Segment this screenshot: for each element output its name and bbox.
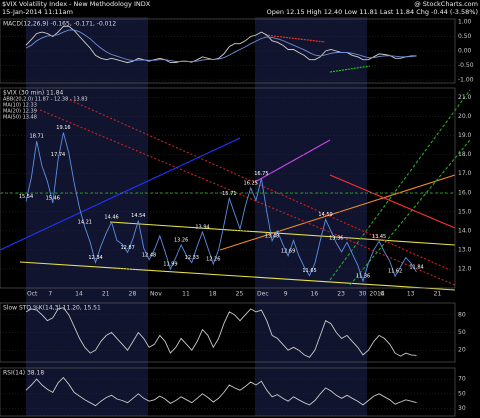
value-label: 15.71 bbox=[222, 191, 236, 197]
x-tick-label: 21 bbox=[434, 291, 442, 298]
value-label: 15.54 bbox=[19, 194, 33, 200]
y-tick-label: 80 bbox=[458, 311, 466, 318]
y-tick-label: 0.00 bbox=[458, 48, 472, 55]
value-label: 12.34 bbox=[88, 255, 102, 261]
indicator-label: MA(20) 12.39 bbox=[3, 109, 37, 115]
panel-frame bbox=[0, 367, 456, 417]
value-label: 16.75 bbox=[254, 171, 268, 177]
x-tick-label: Oct bbox=[27, 291, 38, 298]
value-label: 17.74 bbox=[51, 152, 65, 158]
panel-title: RSI(14) 38.18 bbox=[3, 370, 44, 377]
y-tick-label: 20.0 bbox=[458, 113, 472, 120]
panel-title: $VIX (30 min) 11.84 bbox=[3, 90, 64, 97]
value-label: 11.36 bbox=[356, 274, 370, 280]
value-label: 13.36 bbox=[329, 236, 343, 242]
value-label: 14.59 bbox=[318, 212, 332, 218]
value-label: 13.48 bbox=[265, 233, 279, 239]
x-tick-label: 18 bbox=[209, 291, 217, 298]
value-label: 19.16 bbox=[56, 125, 70, 131]
x-tick-label: 21 bbox=[102, 291, 110, 298]
series-line bbox=[25, 132, 417, 283]
panel-frame bbox=[0, 18, 456, 84]
y-tick-label: 17.0 bbox=[458, 170, 472, 177]
x-tick-label: 30 bbox=[359, 291, 367, 298]
y-tick-label: 50 bbox=[458, 390, 466, 397]
series-line bbox=[25, 307, 417, 358]
value-label: 12.33 bbox=[185, 255, 199, 261]
x-tick-label: 9 bbox=[284, 291, 288, 298]
x-tick-label: 7 bbox=[48, 291, 52, 298]
value-label: 16.25 bbox=[244, 181, 258, 187]
x-tick-label: Dec bbox=[257, 291, 269, 298]
value-label: 12.69 bbox=[281, 248, 295, 254]
indicator-label: ABB(20,2.0) 11.87 - 12.38 - 13.83 bbox=[3, 97, 88, 103]
x-tick-label: 28 bbox=[129, 291, 137, 298]
value-label: 13.94 bbox=[195, 225, 209, 231]
value-label: 13.26 bbox=[174, 237, 188, 243]
y-tick-label: 14.0 bbox=[458, 227, 472, 234]
value-label: 11.99 bbox=[163, 262, 177, 268]
y-tick-label: 18.0 bbox=[458, 151, 472, 158]
panel-title: MACD(12,26,9) -0.165, -0.171, -0.012 bbox=[3, 21, 116, 28]
value-label: 14.21 bbox=[78, 219, 92, 225]
x-tick-label: 16 bbox=[311, 291, 319, 298]
y-tick-label: 0.50 bbox=[458, 33, 472, 40]
value-label: 18.71 bbox=[30, 134, 44, 140]
month-band bbox=[26, 17, 148, 416]
y-tick-label: -0.50 bbox=[458, 62, 474, 69]
date: 15-Jan-2014 11:11am bbox=[2, 8, 73, 16]
value-label: 11.62 bbox=[388, 269, 402, 275]
x-tick-label: 11 bbox=[182, 291, 190, 298]
series-line bbox=[25, 29, 417, 62]
x-tick-label: 2014 bbox=[369, 291, 384, 298]
credit: @ StockCharts.com bbox=[414, 0, 478, 8]
x-tick-label: 14 bbox=[75, 291, 83, 298]
value-label: 12.48 bbox=[142, 252, 156, 258]
title: $VIX Volatility Index - New Methodology … bbox=[2, 0, 151, 8]
y-tick-label: 70 bbox=[458, 376, 466, 383]
month-band bbox=[255, 17, 367, 416]
panel-frame bbox=[0, 87, 456, 289]
panel-title: Slow STO %K(14,3) 11.20, 15.51 bbox=[3, 305, 101, 312]
series-line bbox=[25, 376, 417, 407]
value-label: 12.87 bbox=[120, 245, 134, 251]
y-tick-label: 16.0 bbox=[458, 189, 472, 196]
y-tick-label: 19.0 bbox=[458, 132, 472, 139]
quote: Open 12.15 High 12.40 Low 11.81 Last 11.… bbox=[267, 8, 478, 16]
series-line bbox=[25, 25, 417, 64]
indicator-label: MA(50) 13.48 bbox=[3, 115, 37, 121]
x-tick-label: 23 bbox=[337, 291, 345, 298]
y-tick-label: 50 bbox=[458, 329, 466, 336]
y-tick-label: 21.0 bbox=[458, 94, 472, 101]
y-tick-label: 12.0 bbox=[458, 265, 472, 272]
x-tick-label: Nov bbox=[150, 291, 162, 298]
y-tick-label: -1.00 bbox=[458, 77, 474, 84]
x-tick-label: 25 bbox=[236, 291, 244, 298]
value-label: 12.26 bbox=[206, 257, 220, 263]
indicator-label: MA(10) 12.33 bbox=[3, 103, 37, 109]
y-tick-label: 1.00 bbox=[458, 18, 472, 25]
value-label: 11.84 bbox=[409, 265, 423, 271]
value-label: 11.65 bbox=[302, 268, 316, 274]
y-tick-label: 20 bbox=[458, 347, 466, 354]
value-label: 15.46 bbox=[46, 196, 60, 202]
value-label: 14.46 bbox=[104, 215, 118, 221]
value-label: 14.54 bbox=[131, 213, 145, 219]
y-tick-label: 30 bbox=[458, 405, 466, 412]
panel-frame bbox=[0, 302, 456, 363]
value-label: 13.45 bbox=[372, 234, 386, 240]
y-tick-label: 15.0 bbox=[458, 208, 472, 215]
x-tick-label: 13 bbox=[407, 291, 415, 298]
y-tick-label: 13.0 bbox=[458, 246, 472, 253]
x-tick-label: 6 bbox=[380, 291, 384, 298]
